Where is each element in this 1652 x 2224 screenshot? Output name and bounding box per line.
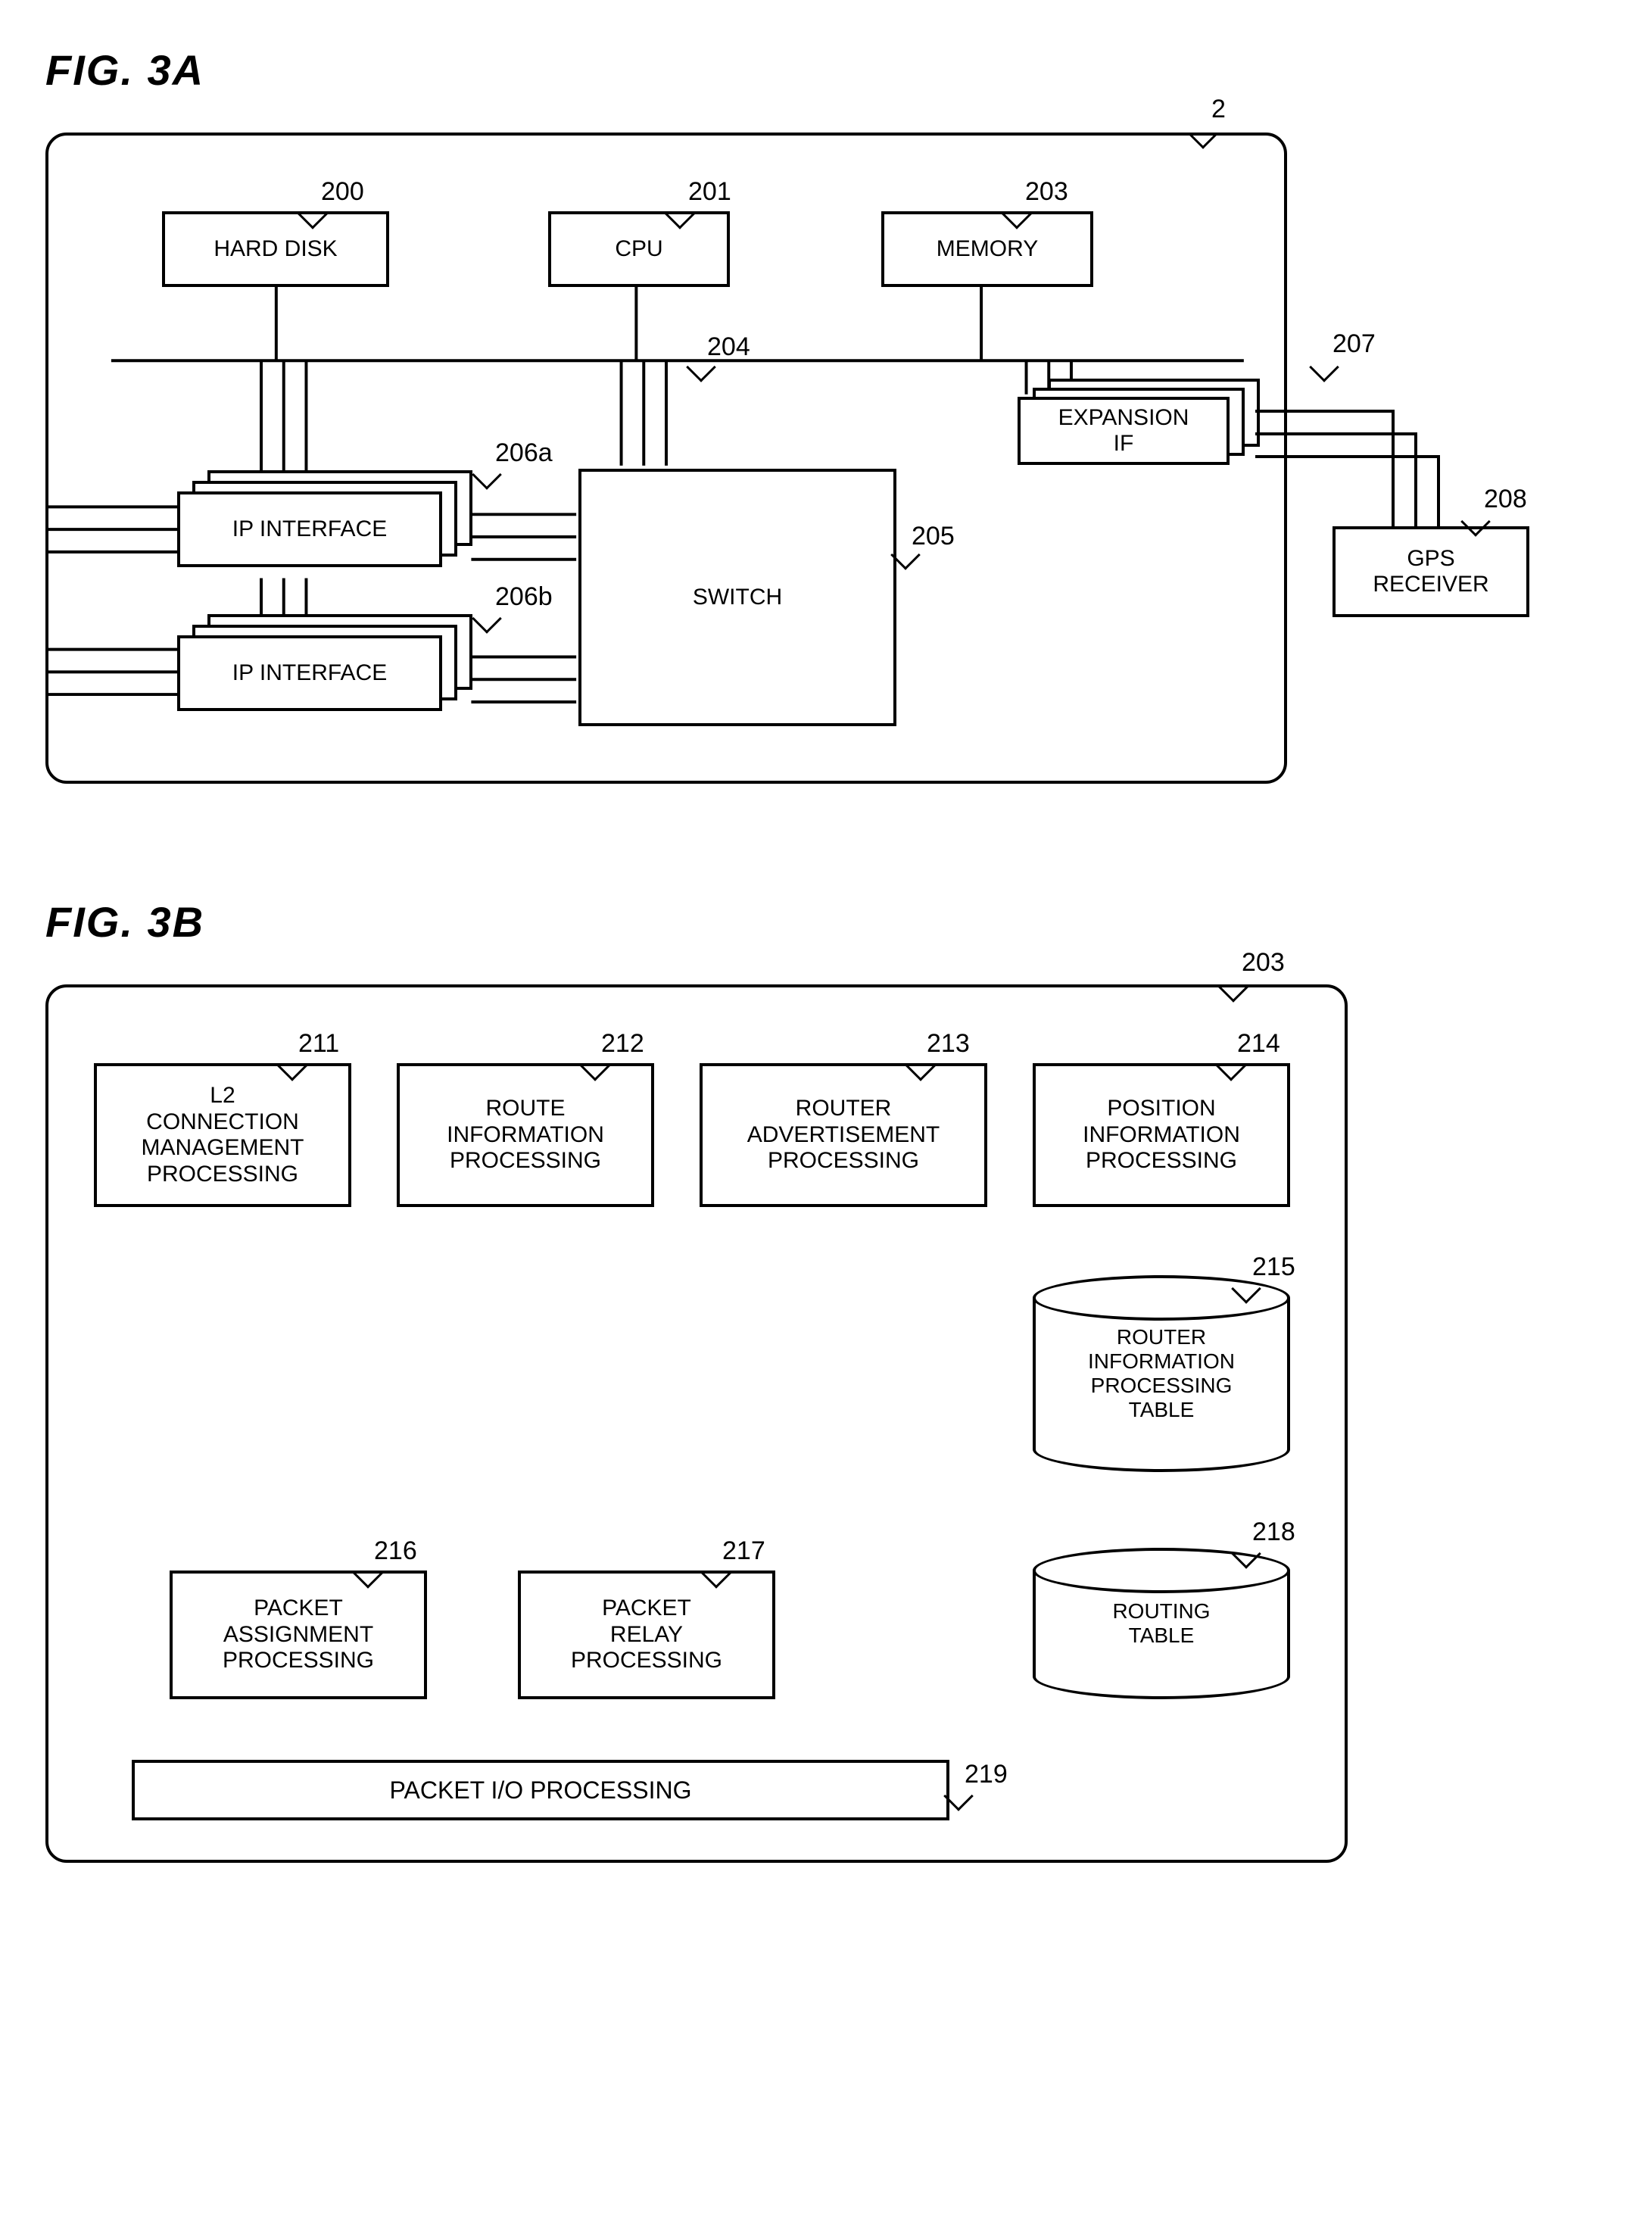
fig-a-container: HARD DISK 200 CPU 201 MEMORY 203 204 IP … [45,133,1287,784]
l2-connection-block: L2 CONNECTION MANAGEMENT PROCESSING [94,1063,351,1207]
position-info-ref: 214 [1237,1029,1280,1059]
cpu-ref: 201 [688,177,731,207]
ip-interface-a-label: IP INTERFACE [177,491,442,567]
switch-block: SWITCH [578,469,896,726]
fig-b-title: FIG. 3B [45,897,1607,947]
hard-disk-block: HARD DISK [162,211,389,287]
gps-receiver-ref: 208 [1484,485,1527,514]
packet-assignment-ref: 216 [374,1536,417,1566]
hard-disk-ref: 200 [321,177,364,207]
ip-interface-a-stack: IP INTERFACE [177,491,472,582]
packet-relay-block: PACKET RELAY PROCESSING [518,1571,775,1699]
router-adv-ref: 213 [927,1029,970,1059]
fig-a-title: FIG. 3A [45,45,1607,95]
routing-table-ref: 218 [1252,1517,1295,1547]
route-info-ref: 212 [601,1029,644,1059]
switch-ref: 205 [912,522,955,551]
fig-a-container-ref: 2 [1211,95,1226,124]
packet-assignment-block: PACKET ASSIGNMENT PROCESSING [170,1571,427,1699]
router-info-table-cylinder: ROUTER INFORMATION PROCESSING TABLE [1033,1275,1290,1472]
routing-table-cylinder: ROUTING TABLE [1033,1548,1290,1699]
router-adv-block: ROUTER ADVERTISEMENT PROCESSING [700,1063,987,1207]
ip-interface-b-label: IP INTERFACE [177,635,442,711]
position-info-block: POSITION INFORMATION PROCESSING [1033,1063,1290,1207]
router-info-table-ref: 215 [1252,1252,1295,1282]
packet-io-ref: 219 [965,1760,1008,1789]
ip-interface-b-stack: IP INTERFACE [177,635,472,726]
ip-interface-a-ref: 206a [495,438,553,468]
packet-io-block: PACKET I/O PROCESSING [132,1760,949,1820]
gps-receiver-block: GPS RECEIVER [1333,526,1529,617]
expansion-if-stack: EXPANSION IF [1018,397,1260,480]
packet-relay-ref: 217 [722,1536,765,1566]
fig-b-container-ref: 203 [1242,948,1285,978]
expansion-if-label: EXPANSION IF [1018,397,1230,465]
cpu-block: CPU [548,211,730,287]
memory-block: MEMORY [881,211,1093,287]
fig-b-container: L2 CONNECTION MANAGEMENT PROCESSING 211 … [45,984,1348,1863]
bus-ref: 204 [707,332,750,362]
memory-ref: 203 [1025,177,1068,207]
route-info-block: ROUTE INFORMATION PROCESSING [397,1063,654,1207]
ip-interface-b-ref: 206b [495,582,553,612]
l2-connection-ref: 211 [298,1029,339,1059]
expansion-if-ref: 207 [1333,329,1376,359]
router-info-table-label: ROUTER INFORMATION PROCESSING TABLE [1033,1298,1290,1449]
